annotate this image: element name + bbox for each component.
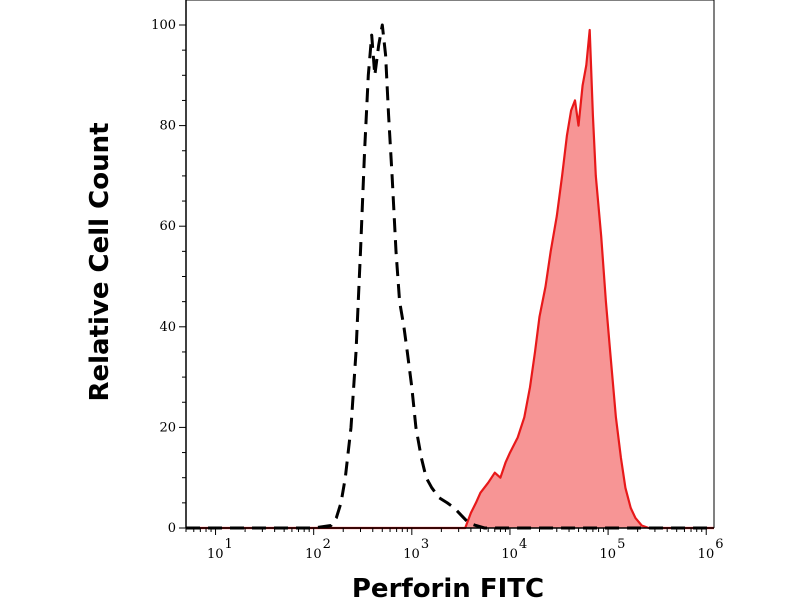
series-0-line (186, 23, 714, 530)
x-tick-label-5: 10 (600, 547, 617, 562)
x-tick-exponent-3: 3 (421, 537, 429, 552)
y-tick-label-20: 20 (159, 420, 176, 435)
x-tick-label-3: 10 (403, 547, 420, 562)
series-1-area (186, 30, 714, 528)
x-tick-label-6: 10 (698, 547, 715, 562)
y-tick-label-40: 40 (159, 320, 176, 335)
x-axis-label: Perforin FITC (352, 574, 544, 600)
plot-area (186, 0, 715, 530)
x-tick-exponent-1: 1 (225, 537, 233, 552)
x-tick-label-4: 10 (501, 547, 518, 562)
x-tick-exponent-6: 6 (715, 537, 723, 552)
y-tick-label-0: 0 (168, 521, 176, 536)
y-axis: 0 20 40 60 80 100 (151, 0, 187, 536)
y-tick-label-80: 80 (159, 119, 176, 134)
x-tick-label-1: 10 (207, 547, 224, 562)
y-tick-label-60: 60 (159, 219, 176, 234)
y-tick-label-100: 100 (151, 18, 176, 33)
y-axis-label: Relative Cell Count (85, 122, 115, 401)
series-1-line (186, 28, 714, 530)
x-tick-exponent-4: 4 (519, 537, 527, 552)
x-tick-exponent-2: 2 (323, 537, 331, 552)
x-tick-exponent-5: 5 (617, 537, 625, 552)
x-tick-label-2: 10 (305, 547, 322, 562)
